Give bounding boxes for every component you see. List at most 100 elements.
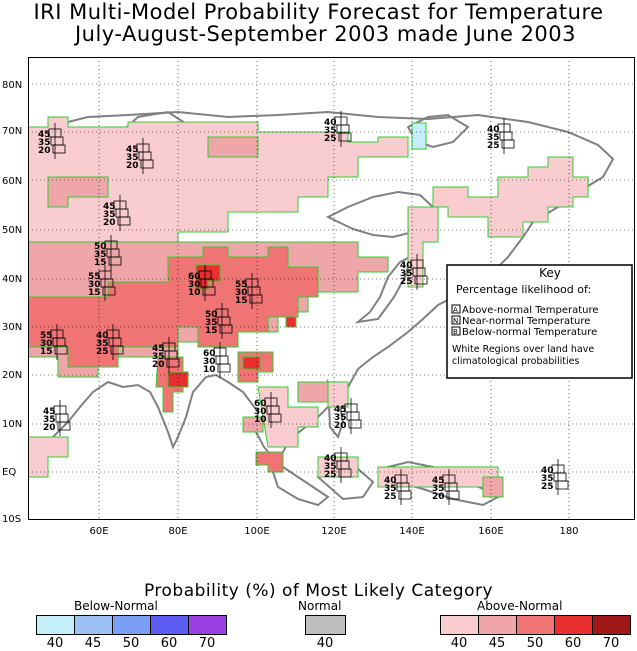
- lat-label-80n: 80N: [2, 80, 23, 91]
- probability-value: 35: [541, 474, 554, 484]
- legend-normal-label: Normal: [298, 599, 342, 613]
- probability-value: 35: [152, 352, 165, 362]
- probability-box: [501, 139, 515, 149]
- probability-value: 25: [324, 134, 337, 144]
- probability-value: 60: [188, 272, 201, 282]
- probability-value: 35: [324, 126, 337, 136]
- probability-box: [446, 490, 460, 500]
- probability-value: 50: [94, 242, 107, 252]
- below-normal-tick: 50: [122, 636, 140, 651]
- probability-value: 45: [152, 344, 165, 354]
- map-frame: [28, 57, 635, 520]
- probability-value: 10: [188, 288, 201, 298]
- below-normal-swatch: [74, 615, 113, 635]
- probability-box: [54, 345, 68, 355]
- probability-value: 40: [384, 476, 397, 486]
- key-letter-a: A: [453, 306, 458, 314]
- probability-value: 15: [205, 326, 218, 336]
- below-normal-swatch: [36, 615, 75, 635]
- above-normal-swatch: [554, 615, 593, 635]
- probability-value: 25: [541, 482, 554, 492]
- key-note-line2: climatological probabilities: [452, 356, 579, 367]
- lat-label-10n: 10N: [2, 419, 23, 430]
- lat-label-50n: 50N: [2, 225, 23, 236]
- probability-value: 35: [103, 210, 116, 220]
- probability-value: 20: [126, 161, 139, 171]
- map-title-line1: IRI Multi-Model Probability Forecast for…: [33, 0, 604, 24]
- probability-value: 40: [324, 454, 337, 464]
- key-label-above: Above-normal Temperature: [462, 305, 599, 316]
- probability-value: 20: [432, 492, 445, 502]
- probability-box: [338, 132, 352, 142]
- below-normal-tick: 60: [160, 636, 178, 651]
- probability-value: 35: [96, 339, 109, 349]
- lat-label-20n: 20N: [2, 370, 23, 381]
- probability-value: 35: [43, 415, 56, 425]
- above-normal-tick: 40: [450, 636, 468, 651]
- above-normal-tick: 70: [602, 636, 620, 651]
- probability-value: 35: [324, 462, 337, 472]
- key-label-near: Near-normal Temperature: [462, 316, 590, 327]
- probability-value: 40: [400, 261, 413, 271]
- lat-label-40n: 40N: [2, 274, 23, 285]
- probability-value: 15: [235, 296, 248, 306]
- probability-value: 60: [254, 399, 267, 409]
- probability-value: 45: [103, 202, 116, 212]
- normal-tick: 40: [316, 636, 334, 651]
- probability-value: 45: [334, 405, 347, 415]
- probability-value: 35: [432, 484, 445, 494]
- below-normal-swatch: [112, 615, 151, 635]
- probability-box: [117, 216, 131, 226]
- probability-value: 35: [384, 484, 397, 494]
- probability-value: 35: [334, 413, 347, 423]
- probability-value: 35: [94, 250, 107, 260]
- probability-box: [108, 256, 122, 266]
- probability-value: 15: [94, 258, 107, 268]
- probability-value: 35: [487, 133, 500, 143]
- probability-box: [202, 286, 216, 296]
- probability-value: 30: [88, 280, 101, 290]
- probability-value: 60: [203, 349, 216, 359]
- key-note-line1: White Regions over land have: [452, 344, 594, 355]
- probability-value: 40: [487, 125, 500, 135]
- lon-label-140e: 140E: [399, 526, 425, 537]
- probability-value: 55: [40, 331, 53, 341]
- lon-label-60e: 60E: [89, 526, 109, 537]
- above-normal-tick: 50: [526, 636, 544, 651]
- probability-value: 20: [334, 421, 347, 431]
- below-normal-swatch: [188, 615, 227, 635]
- probability-box: [338, 468, 352, 478]
- probability-value: 45: [126, 145, 139, 155]
- normal-swatch: [305, 615, 346, 635]
- legend-above-label: Above-Normal: [477, 599, 563, 613]
- above-normal-swatch: [440, 615, 479, 635]
- probability-value: 40: [324, 118, 337, 128]
- probability-value: 30: [203, 357, 216, 367]
- probability-value: 25: [384, 492, 397, 502]
- above-normal-tick: 60: [564, 636, 582, 651]
- legend-title: Probability (%) of Most Likely Category: [143, 581, 494, 601]
- probability-value: 55: [235, 280, 248, 290]
- probability-value: 25: [96, 347, 109, 357]
- probability-box: [398, 490, 412, 500]
- lat-label-eq: EQ: [2, 467, 17, 478]
- probability-box: [110, 345, 124, 355]
- probability-value: 20: [38, 146, 51, 156]
- probability-value: 45: [38, 130, 51, 140]
- probability-value: 40: [96, 331, 109, 341]
